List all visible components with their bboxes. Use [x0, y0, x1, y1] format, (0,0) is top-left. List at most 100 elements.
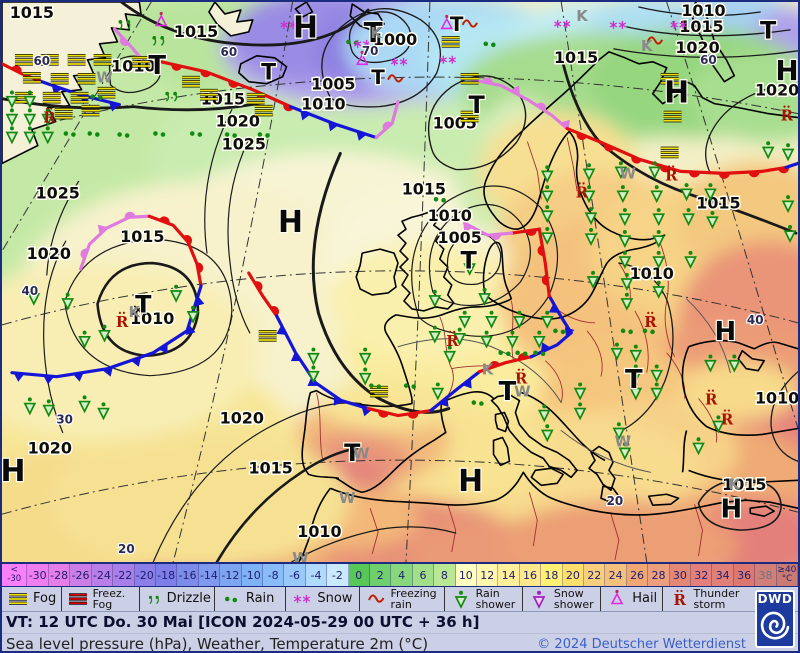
shower-icon	[616, 185, 630, 204]
shower-icon	[584, 207, 598, 226]
shower-icon	[652, 208, 666, 227]
rain-icon	[642, 328, 655, 335]
graticule-label: 70	[362, 44, 379, 58]
rain-icon	[257, 132, 270, 138]
low-center-label: T	[135, 291, 152, 319]
shower-icon	[680, 183, 693, 202]
hail-icon	[610, 589, 624, 605]
legend-item-snow-shower: Snow shower	[521, 587, 600, 611]
shower-icon	[458, 310, 472, 329]
thunderstorm-icon: R	[673, 589, 686, 609]
snow-icon	[294, 595, 311, 603]
high-center-label: H	[664, 75, 689, 110]
x-icon	[133, 305, 143, 315]
freezing-rain-icon	[367, 594, 384, 603]
shower-icon	[358, 367, 372, 386]
copyright-text: © 2024 Deutscher Wetterdienst	[537, 636, 746, 652]
fog-icon	[54, 107, 73, 120]
shower-icon	[540, 310, 554, 329]
high-center-label: H	[715, 317, 737, 347]
fog-icon	[70, 91, 89, 104]
pressure-label: 1010	[755, 389, 798, 408]
freezing-rain-icon	[461, 19, 478, 28]
shower-icon	[618, 250, 632, 269]
low-center-label: T	[364, 16, 383, 49]
shower-icon	[629, 344, 643, 363]
svg-text:R: R	[515, 370, 528, 388]
thunderstorm-icon: R	[515, 368, 528, 388]
fog-icon	[9, 593, 27, 605]
country-borders	[315, 137, 718, 561]
rain-icon	[153, 131, 166, 137]
graticule-label: 60	[221, 45, 238, 59]
shower-icon	[620, 272, 634, 291]
pressure-label: 1005	[311, 75, 355, 94]
legend-item-drizzle: Drizzle	[138, 587, 214, 611]
temperature-scale-cell: -18	[155, 564, 178, 586]
fog-icon	[200, 88, 218, 101]
rain-legend-icon	[224, 596, 237, 603]
svg-text:R: R	[673, 591, 686, 609]
thunderstorm-icon: R	[446, 330, 459, 350]
fog-icon	[22, 71, 41, 84]
fog-icon	[81, 104, 100, 117]
thunderstorm-legend-icon: R	[673, 589, 686, 609]
shower-icon	[692, 437, 705, 456]
legend-item-hail: Hail	[600, 587, 661, 611]
temperature-scale-cell: -16	[177, 564, 199, 586]
temperature-scale-cell: < -30	[2, 564, 28, 586]
temperature-scale-cell: -4	[305, 564, 328, 586]
temperature-scale-cell: -28	[48, 564, 71, 586]
pressure-label: 1020	[675, 38, 719, 57]
shower-icon	[573, 382, 587, 401]
snow-icon	[390, 57, 408, 66]
shower-icon	[614, 161, 628, 180]
temperature-scale-cell: 26	[626, 564, 649, 586]
graticule-label: 40	[22, 284, 39, 298]
freezing-rain-icon	[646, 36, 664, 45]
temperature-scale-cell: -24	[91, 564, 114, 586]
shower-icon	[582, 185, 596, 204]
drizzle-legend-icon	[148, 595, 159, 605]
snow-icon	[553, 19, 571, 28]
temperature-scale-cell: -30	[27, 564, 49, 586]
temperature-scale-cell: 28	[648, 564, 670, 586]
rain-icon	[620, 328, 633, 335]
high-center-label: H	[293, 11, 318, 46]
airmass-label: K	[482, 361, 495, 379]
thunderstorm-icon: R	[665, 165, 678, 184]
svg-text:R: R	[576, 183, 589, 201]
pressure-label: 1000	[373, 30, 417, 49]
freezing-fog-legend-icon	[68, 593, 87, 605]
airmass-label: W	[292, 549, 308, 562]
temperature-scale-cell: -2	[327, 564, 349, 586]
warm-front	[565, 126, 788, 175]
low-center-label: T	[371, 66, 385, 89]
airmass-label: W	[353, 444, 369, 462]
fog-icon	[50, 72, 69, 85]
pressure-label: 1015	[696, 193, 740, 212]
shower-icon	[704, 354, 717, 373]
shower-icon	[712, 415, 725, 434]
shower-icon	[610, 342, 624, 361]
snow-icon	[280, 20, 297, 29]
fog-icon	[77, 72, 96, 85]
fog-icon	[67, 54, 86, 66]
pressure-label: 1020	[216, 112, 260, 131]
shower-icon	[186, 305, 200, 324]
shower-icon	[584, 227, 598, 247]
fog-icon	[663, 110, 682, 123]
snow-icon	[354, 39, 371, 48]
temperature-scale-cell: -14	[198, 564, 221, 586]
pressure-label: 1010	[630, 264, 674, 283]
legend-item-label: Rain	[245, 591, 275, 607]
temperature-scale-cell: -22	[113, 564, 135, 586]
svg-text:R: R	[721, 410, 734, 428]
rain-icon	[117, 132, 130, 138]
snow-icon	[439, 55, 456, 64]
shower-icon	[97, 402, 110, 421]
temperature-scale-cell: 2	[369, 564, 392, 586]
legend-item-rain: Rain	[213, 587, 286, 611]
